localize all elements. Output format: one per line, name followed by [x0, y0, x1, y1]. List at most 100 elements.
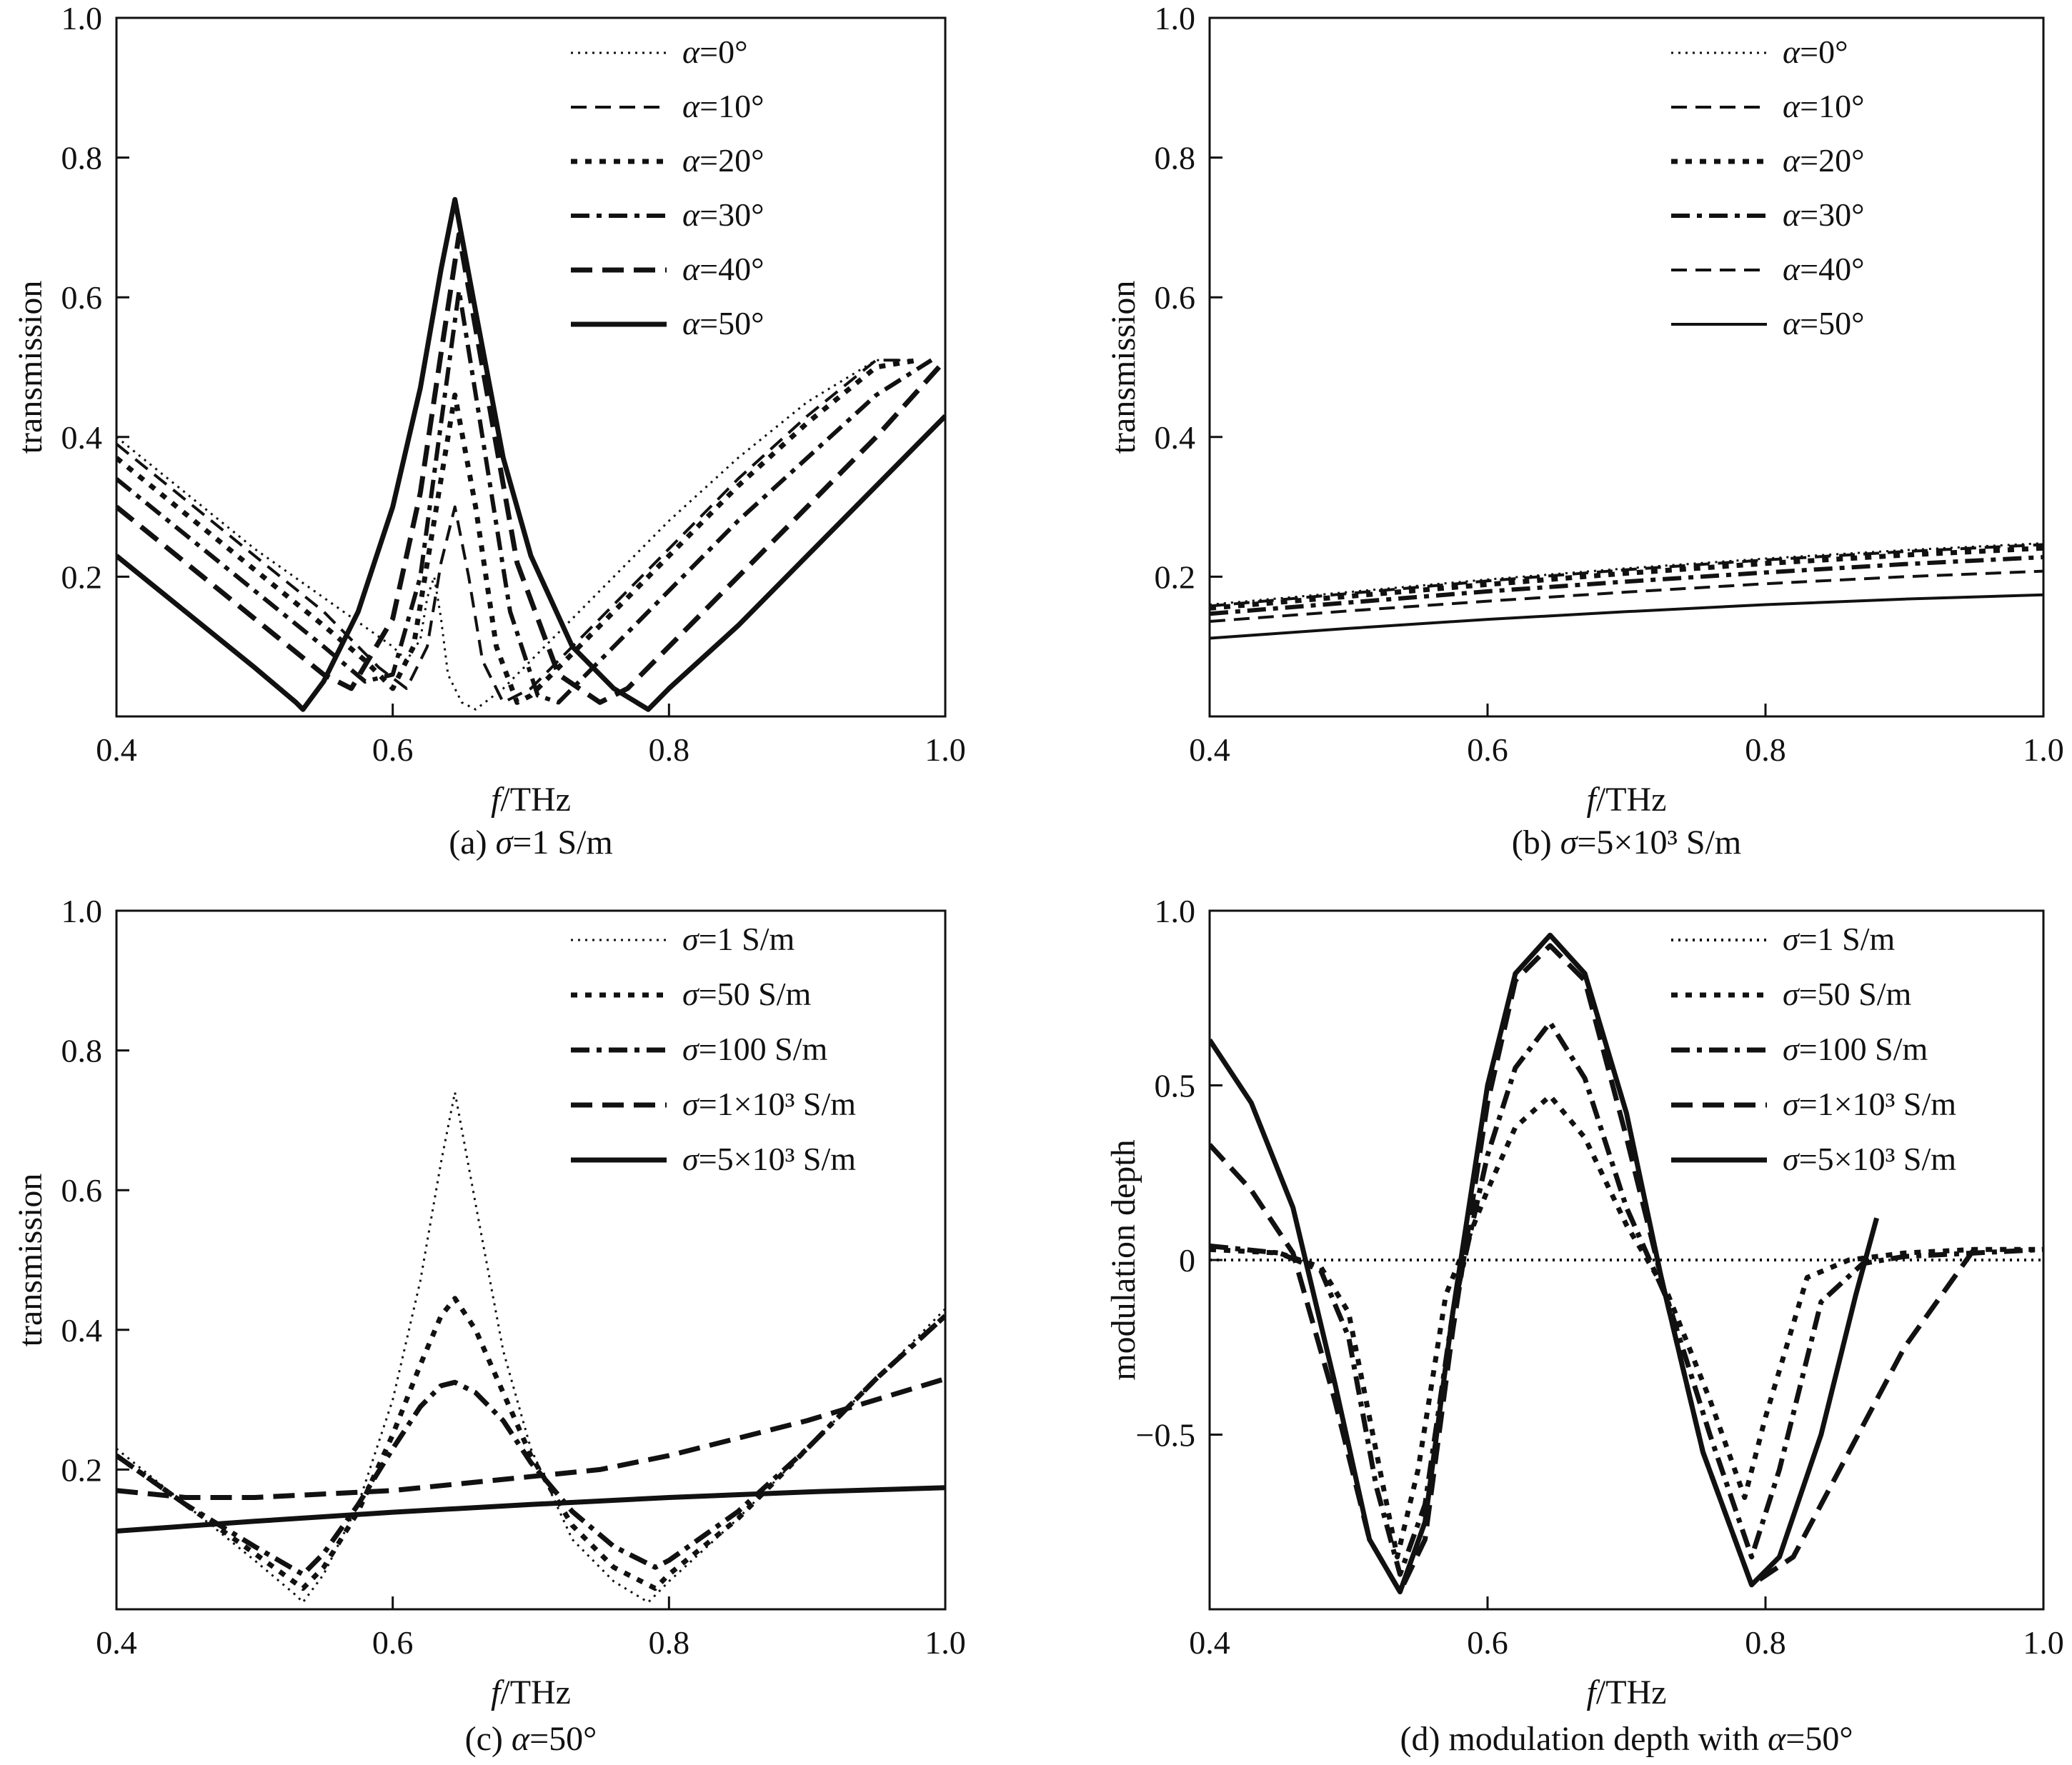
legend-name: =100 S/m — [699, 1031, 828, 1067]
y-tick-label: 0.2 — [1155, 559, 1196, 595]
caption-prefix: (d) modulation depth with — [1400, 1720, 1768, 1758]
legend-name: =40° — [699, 251, 764, 287]
legend-name: =30° — [699, 196, 764, 233]
panel-b: 0.4 0.6 0.8 1.0 0.2 0.4 0.6 0.8 1.0 f/THz transmis… — [1105, 0, 2064, 861]
plot-frame-a — [115, 16, 947, 718]
x-tick-label: 1.0 — [925, 731, 966, 768]
x-tick-label: 0.4 — [1189, 1624, 1230, 1661]
y-axis-label: transmission — [1105, 281, 1142, 454]
x-axis-label-unit: /THz — [1596, 781, 1667, 819]
series-line-c-1 — [116, 1296, 945, 1591]
legend-var: α — [682, 34, 700, 70]
y-axis-label: transmission — [11, 1174, 49, 1347]
panel-d: 0.4 0.6 0.8 1.0 −0.5 0 0.5 1.0 f/THz modulation d… — [1105, 893, 2064, 1758]
panel-caption: (b) σ=5×10³ S/m — [1512, 824, 1742, 861]
legend-name: =30° — [1800, 196, 1864, 233]
legend-label: α=20° — [1783, 142, 1865, 179]
legend-label: α=10° — [1783, 88, 1865, 124]
panel-caption: (c) α=50° — [465, 1720, 597, 1758]
series-line-c-4 — [116, 1485, 945, 1534]
x-axis-label: f/THz — [491, 781, 571, 819]
series-line-d-4 — [1210, 932, 1879, 1595]
y-tick-label: 1.0 — [61, 893, 103, 929]
legend-name: =1 S/m — [699, 921, 795, 957]
x-tick-label: 0.8 — [649, 731, 690, 768]
legend-var: σ — [1783, 921, 1800, 957]
x-tick-label: 0.4 — [1189, 731, 1230, 768]
legend-name: =0° — [1800, 34, 1848, 70]
series-line-b-5 — [1210, 593, 2043, 640]
y-tick-label: 0.6 — [61, 1172, 103, 1209]
caption-var: σ — [496, 824, 514, 861]
legend-var: σ — [1783, 1031, 1800, 1067]
x-tick-label: 0.6 — [372, 731, 414, 768]
x-tick-label: 0.8 — [1745, 1624, 1786, 1661]
x-tick-label: 0.4 — [96, 731, 137, 768]
legend-var: α — [1783, 196, 1800, 233]
series-line-b-3 — [1210, 555, 2043, 616]
caption-var: σ — [1560, 824, 1579, 861]
legend-label: α=0° — [682, 34, 748, 70]
legend-var: α — [682, 251, 700, 287]
caption-prefix: (b) — [1512, 824, 1560, 861]
legend-var: α — [682, 142, 700, 179]
legend-name: =1 S/m — [1799, 921, 1896, 957]
series-line-c-3 — [116, 1376, 945, 1500]
legend-label: σ=1 S/m — [682, 921, 795, 957]
y-axis-label: transmission — [11, 281, 49, 454]
caption-rest: =50° — [529, 1720, 597, 1758]
legend-var: σ — [682, 1141, 700, 1177]
caption-rest: =1 S/m — [512, 824, 612, 861]
series-line-d-3 — [1210, 943, 1976, 1595]
y-tick-label: 0.4 — [61, 419, 103, 456]
legend-name: =10° — [1800, 88, 1864, 124]
legend-name: =0° — [699, 34, 747, 70]
legend-name: =40° — [1800, 251, 1864, 287]
y-tick-label: 0.6 — [1155, 279, 1196, 316]
legend-var: σ — [1783, 976, 1800, 1012]
series-line-b-1 — [1210, 543, 2043, 608]
legend-label: α=10° — [682, 88, 764, 124]
legend-label: σ=1×10³ S/m — [682, 1086, 856, 1122]
caption-prefix: (a) — [449, 824, 495, 861]
series-line-b-2 — [1210, 545, 2043, 611]
y-tick-label: 0.8 — [61, 1033, 103, 1069]
y-tick-label: 0.4 — [1155, 419, 1196, 456]
y-tick-label: 0.2 — [61, 559, 103, 595]
legend-var: α — [1783, 88, 1800, 124]
x-axis-label-unit: /THz — [500, 1674, 571, 1711]
legend-name: =1×10³ S/m — [1799, 1086, 1957, 1122]
caption-rest: =50° — [1785, 1720, 1853, 1758]
legend-var: α — [682, 196, 700, 233]
series-line-a-1 — [116, 359, 911, 704]
legend-name: =1×10³ S/m — [699, 1086, 857, 1122]
legend-name: =50 S/m — [699, 976, 812, 1012]
legend-var: α — [1783, 251, 1800, 287]
y-tick-label: 0.8 — [1155, 140, 1196, 176]
legend-var: α — [1783, 142, 1800, 179]
y-tick-label: 0.6 — [61, 279, 103, 316]
legend-label: α=40° — [682, 251, 764, 287]
legend-var: α — [682, 305, 700, 341]
legend-name: =10° — [699, 88, 764, 124]
x-tick-label: 1.0 — [2023, 1624, 2064, 1661]
y-tick-label: 0.4 — [61, 1312, 103, 1349]
x-axis-label: f/THz — [491, 1674, 571, 1711]
panel-c: 0.4 0.6 0.8 1.0 0.2 0.4 0.6 0.8 1.0 f/THz transmis… — [11, 893, 966, 1758]
series-line-a-4 — [116, 231, 945, 705]
legend-var: σ — [1783, 1141, 1800, 1177]
y-tick-label: 0.2 — [61, 1451, 103, 1488]
x-tick-label: 0.8 — [649, 1624, 690, 1661]
legend-name: =50° — [1800, 305, 1864, 341]
legend-label: σ=1×10³ S/m — [1783, 1086, 1956, 1122]
legend-label: α=30° — [1783, 196, 1865, 233]
x-axis-label: f/THz — [1587, 1674, 1667, 1711]
series-line-a-2 — [116, 357, 918, 705]
caption-var: α — [1768, 1720, 1786, 1758]
y-tick-label: −0.5 — [1136, 1417, 1195, 1454]
x-tick-label: 0.6 — [1467, 1624, 1508, 1661]
x-tick-label: 0.6 — [1467, 731, 1508, 768]
legend-name: =100 S/m — [1799, 1031, 1928, 1067]
legend-label: σ=100 S/m — [682, 1031, 827, 1067]
y-tick-label: 1.0 — [61, 0, 103, 36]
